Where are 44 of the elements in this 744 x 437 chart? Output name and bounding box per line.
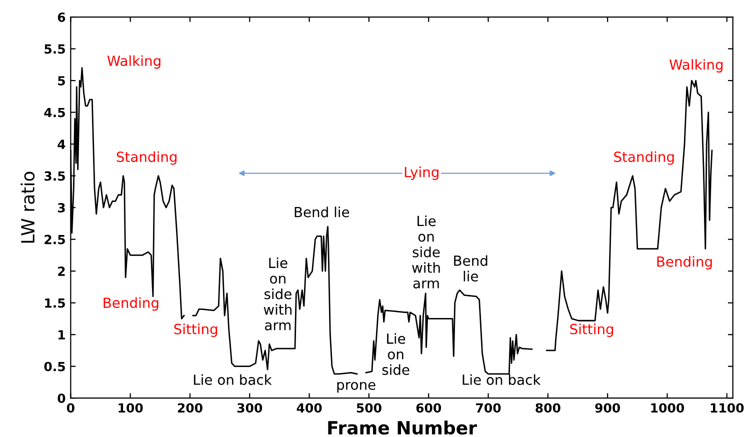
y-tick-label: 1.5 (45, 298, 65, 308)
annotation: Walking (107, 55, 160, 69)
x-axis-title: Frame Number (328, 420, 477, 435)
annotation: Lie on side with arm (412, 215, 440, 288)
x-tick-label: 100 (118, 403, 143, 413)
y-tick-label: 0.5 (44, 362, 65, 372)
y-tick-label: 5 (58, 76, 65, 86)
annotation: Bend lie (294, 206, 350, 218)
y-axis-title: LW ratio (20, 172, 35, 243)
x-tick-label: 1000 (651, 403, 684, 413)
x-tick-label: 0 (66, 403, 74, 413)
y-tick-label: 3 (58, 203, 65, 212)
annotation: Lie on side (382, 333, 410, 376)
x-tick-label: 900 (595, 403, 620, 413)
annotation: Lie on side with arm (264, 257, 292, 330)
annotation: Lying (404, 166, 438, 180)
y-tick-label: 1 (58, 330, 65, 340)
annotation: Standing (116, 151, 176, 165)
x-tick-label: 500 (356, 403, 382, 413)
y-tick-label: 0 (58, 394, 66, 404)
y-tick-label: 3.5 (44, 171, 65, 181)
annotation: prone (337, 382, 376, 393)
x-tick-label: 300 (237, 403, 262, 413)
annotation: Lie on back (462, 374, 541, 385)
annotation: Walking (670, 59, 723, 73)
annotation: Standing (614, 151, 674, 165)
y-tick-label: 2.5 (44, 234, 65, 244)
y-tick-label: 5.5 (44, 44, 65, 54)
y-tick-label: 2 (58, 266, 65, 276)
x-tick-label: 800 (536, 403, 560, 413)
annotation: Lie on back (194, 374, 272, 385)
annotation: Bending (657, 256, 712, 270)
annotation: Bending (104, 297, 158, 311)
x-tick-label: 600 (416, 403, 442, 413)
y-tick-label: 4.5 (44, 108, 65, 118)
y-tick-label: 6 (58, 12, 66, 22)
x-tick-label: 200 (178, 403, 202, 413)
x-tick-label: 700 (476, 403, 501, 413)
x-tick-label: 1100 (710, 403, 744, 413)
annotation: Sitting (570, 324, 614, 337)
annotation: Sitting (174, 324, 218, 337)
annotation: Bend lie (454, 255, 488, 282)
y-tick-label: 4 (58, 140, 66, 149)
x-tick-label: 400 (296, 403, 322, 413)
